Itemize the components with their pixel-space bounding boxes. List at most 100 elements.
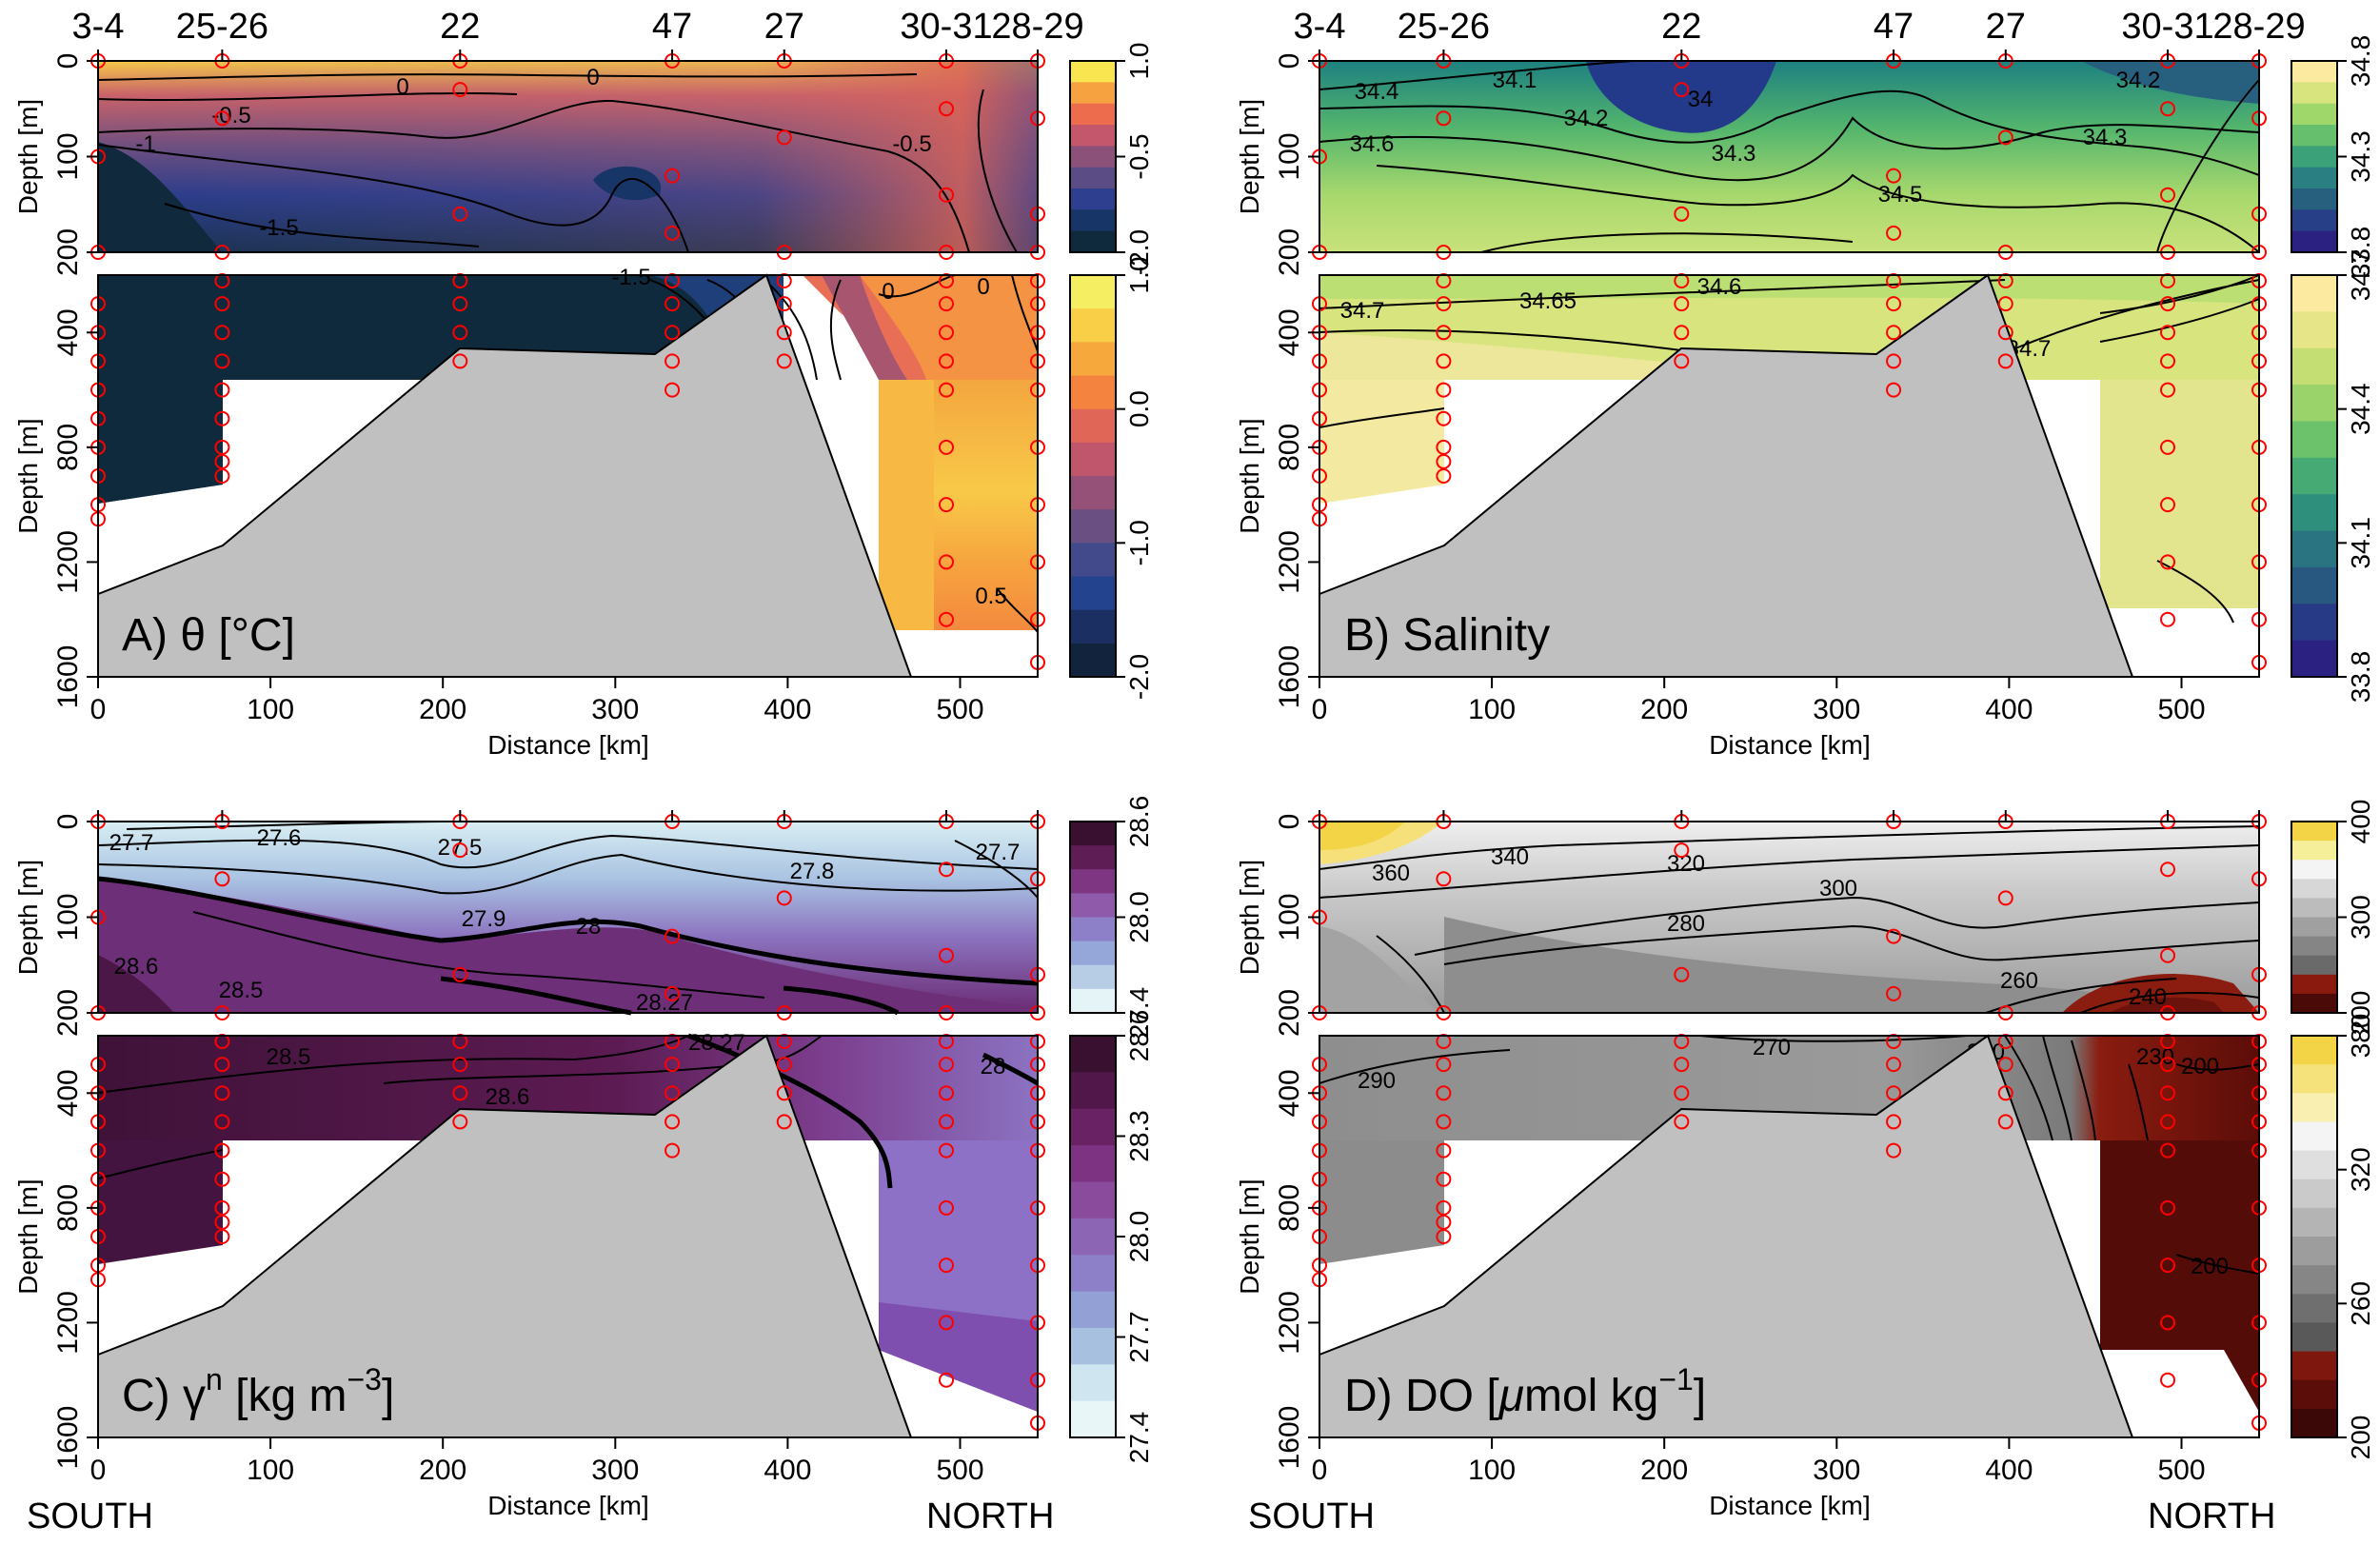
colorbar-lower-swatch <box>2291 421 2337 459</box>
station-marker <box>1436 1057 1452 1073</box>
colorbar-upper-swatch <box>2291 103 2337 126</box>
colorbar-lower-swatch <box>2291 640 2337 678</box>
colorbar-lower-swatch <box>2291 311 2337 349</box>
colorbar-upper-swatch <box>2291 209 2337 232</box>
station-marker <box>776 1114 792 1130</box>
colorbar-lower-swatch <box>2291 1093 2337 1122</box>
panel-0-axes: 0 100 200 400 800 1200 1600 Depth [m] Depth [m] 0… <box>13 7 1154 760</box>
svg-text:28.27: 28.27 <box>688 1030 745 1056</box>
colorbar-lower-tick-label: 34.1 <box>2346 517 2375 569</box>
colorbar-lower-tick-label: 34.4 <box>2346 383 2375 435</box>
svg-text:27.9: 27.9 <box>462 906 506 932</box>
station-marker <box>2160 101 2176 117</box>
station-marker <box>2160 947 2176 963</box>
colorbar-lower-tick-label: -1.0 <box>1124 520 1154 565</box>
station-marker <box>214 1214 230 1230</box>
station-marker <box>1674 82 1690 98</box>
y-tick-label: 100 <box>52 132 84 180</box>
station-marker <box>2160 382 2176 398</box>
station-marker <box>2160 296 2176 312</box>
colorbar-lower-swatch <box>1070 643 1116 678</box>
station-marker <box>2160 1258 2176 1274</box>
station-marker <box>214 1142 230 1159</box>
colorbar-lower-swatch <box>2291 275 2337 312</box>
svg-text:340: 340 <box>1491 844 1529 870</box>
station-marker <box>1886 1114 1902 1130</box>
x-tick-label: 200 <box>419 1455 466 1486</box>
colorbar-upper-swatch <box>2291 822 2337 842</box>
station-marker <box>452 206 468 222</box>
colorbar-upper-tick-label: 33.8 <box>2346 227 2375 279</box>
station-marker <box>2160 325 2176 341</box>
station-label: 27 <box>1986 7 2026 47</box>
station-marker <box>1886 928 1902 944</box>
colorbar-upper-swatch <box>1070 845 1116 870</box>
station-marker <box>1886 168 1902 184</box>
colorbar-lower-tick-label: 1.0 <box>1124 257 1154 294</box>
station-marker <box>1886 296 1902 312</box>
colorbar-upper-swatch <box>1070 893 1116 918</box>
station-marker <box>2160 554 2176 570</box>
x-tick-label: 400 <box>764 694 811 725</box>
x-tick-label: 0 <box>1312 694 1328 725</box>
station-marker <box>2160 1114 2176 1130</box>
colorbar-lower-frame <box>1069 274 1117 678</box>
station-marker <box>1674 1114 1690 1130</box>
colorbar-lower-swatch <box>1070 442 1116 477</box>
svg-text:-1: -1 <box>135 131 155 157</box>
colorbar-upper-tick-label: 1.0 <box>1124 43 1154 80</box>
colorbar-lower-swatch <box>2291 530 2337 568</box>
colorbar-upper-tick-label: 400 <box>2346 800 2375 844</box>
panel-label-d-part: μ <box>1497 1371 1524 1421</box>
station-marker <box>1674 296 1690 312</box>
station-marker <box>939 439 955 455</box>
station-marker <box>664 353 681 369</box>
y-tick-label: 800 <box>52 424 84 471</box>
station-label: 25-26 <box>176 7 268 47</box>
colorbar-lower-frame <box>2291 274 2338 678</box>
station-marker <box>1436 1199 1452 1216</box>
station-marker <box>1997 1085 2013 1101</box>
x-tick-label: 500 <box>2157 694 2205 725</box>
colorbar-upper-swatch <box>2291 860 2337 880</box>
station-marker <box>214 1171 230 1187</box>
svg-text:300: 300 <box>1819 876 1857 901</box>
station-marker <box>776 296 792 312</box>
station-marker <box>2160 187 2176 203</box>
station-marker <box>1436 325 1452 341</box>
station-marker <box>664 225 681 241</box>
colorbar-lower-swatch <box>1070 375 1116 410</box>
station-marker <box>214 453 230 469</box>
station-marker <box>664 985 681 1001</box>
station-marker <box>1674 206 1690 222</box>
colorbar-upper-tick-label: 200 <box>2346 991 2375 1036</box>
colorbar-lower-tick-label: 28.0 <box>1124 1211 1154 1263</box>
station-marker <box>939 497 955 513</box>
y-tick-label: 0 <box>1274 814 1305 830</box>
y-tick-label: 1600 <box>1274 645 1305 709</box>
svg-text:27.7: 27.7 <box>976 840 1021 865</box>
colorbar-upper-swatch <box>1070 917 1116 942</box>
colorbar-upper-swatch <box>1070 82 1116 105</box>
colorbar-lower-swatch <box>2291 604 2337 642</box>
station-marker <box>664 296 681 312</box>
y-tick-label: 100 <box>1274 893 1305 941</box>
station-marker <box>1886 225 1902 241</box>
x-tick-label: 400 <box>1985 694 2033 725</box>
station-marker <box>1674 325 1690 341</box>
y-tick-label: 400 <box>1274 308 1305 356</box>
station-marker <box>214 468 230 484</box>
station-marker <box>1886 1142 1902 1159</box>
panel-label-c-part: −3 <box>347 1362 381 1396</box>
station-marker <box>1674 966 1690 982</box>
y-axis-label: Depth [m] <box>13 860 43 975</box>
y-tick-label: 800 <box>52 1184 84 1232</box>
panel-label-b: B) Salinity <box>1344 610 1550 661</box>
colorbar-upper-swatch <box>2291 879 2337 899</box>
station-marker <box>1886 1057 1902 1073</box>
station-label: 28-29 <box>2212 7 2305 47</box>
station-marker <box>664 325 681 341</box>
colorbar-lower-swatch <box>2291 385 2337 422</box>
station-marker <box>214 871 230 887</box>
colorbar-upper-swatch <box>2291 993 2337 1014</box>
